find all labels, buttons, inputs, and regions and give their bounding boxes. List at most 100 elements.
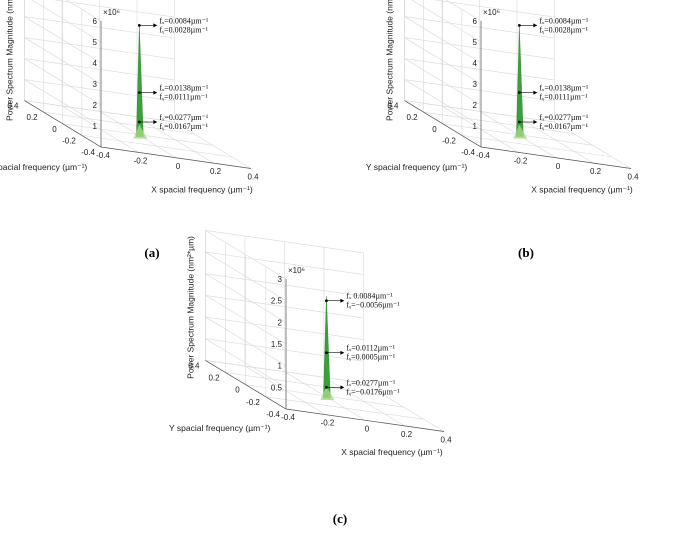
z-tick-label: 2 bbox=[93, 101, 98, 110]
peak-annotation: fₓ=0.0084µm⁻¹fᵧ=0.0028µm⁻¹ bbox=[137, 16, 209, 34]
z-tick-label: 3 bbox=[278, 275, 283, 284]
wall-gridline bbox=[404, 16, 555, 64]
y-tick-label: -0.2 bbox=[442, 136, 456, 145]
annotation-fy: fᵧ=0.0111µm⁻¹ bbox=[159, 93, 208, 102]
wall-gridline bbox=[205, 273, 364, 323]
peak-annotation: fₓ=0.0277µm⁻¹fᵧ=−0.0176µm⁻¹ bbox=[324, 378, 400, 396]
wall-gridline bbox=[404, 79, 555, 127]
peak-base bbox=[513, 124, 528, 139]
y-tick-label: -0.2 bbox=[62, 136, 76, 145]
annotation-fx: fₓ=0.0277µm⁻¹ bbox=[346, 378, 396, 387]
x-axis-label: X spacial frequency (µm⁻¹) bbox=[531, 184, 633, 194]
grid bbox=[205, 230, 445, 432]
wall-gridline bbox=[205, 316, 364, 366]
annotation-arrowhead bbox=[153, 23, 158, 28]
grid bbox=[24, 0, 252, 169]
z-tick-label: 1 bbox=[278, 362, 283, 371]
wall-gridline bbox=[24, 79, 175, 127]
z-exponent-label: ×10⁶ bbox=[103, 8, 120, 17]
x-tick-label: -0.4 bbox=[281, 413, 295, 422]
annotation-fx: fₓ=0.0277µm⁻¹ bbox=[539, 113, 589, 122]
x-tick-label: 0.2 bbox=[401, 430, 413, 439]
wall-gridline bbox=[411, 0, 555, 43]
annotation-fy: fᵧ=−0.0056µm⁻¹ bbox=[346, 301, 400, 310]
z-tick-label: 1 bbox=[473, 122, 478, 131]
x-tick-label: 0.4 bbox=[440, 436, 452, 445]
y-tick-label: 0.2 bbox=[27, 113, 39, 122]
x-tick-label: 0 bbox=[176, 162, 181, 171]
wall-gridline bbox=[205, 338, 364, 388]
z-tick-label: 3 bbox=[93, 80, 98, 89]
wall-gridline bbox=[24, 37, 175, 85]
floor-gridline bbox=[174, 121, 252, 169]
annotation-arrowhead bbox=[340, 298, 345, 303]
y-tick-label: 0.2 bbox=[208, 374, 220, 383]
z-tick-label: 2 bbox=[278, 318, 283, 327]
x-axis-label: X spacial frequency (µm⁻¹) bbox=[341, 447, 443, 457]
z-axis-label: Power Spectrum Magnitude (nm²*µm) bbox=[5, 0, 15, 121]
floor-gridline bbox=[136, 116, 214, 164]
peak-annotation: fₓ=0.0277µm⁻¹fᵧ=0.0167µm⁻¹ bbox=[517, 113, 589, 131]
y-axis-label: Y spacial frequency (µm⁻¹) bbox=[366, 162, 468, 172]
z-tick-label: 0.5 bbox=[271, 383, 283, 392]
surface-peak bbox=[320, 296, 335, 401]
z-tick-label: 6 bbox=[473, 17, 478, 26]
annotation-fx: fₓ 0.0084µm⁻¹ bbox=[346, 292, 393, 301]
x-tick-label: -0.2 bbox=[321, 419, 335, 428]
surface-peak bbox=[133, 25, 148, 139]
peak-spike bbox=[323, 296, 331, 399]
y-tick-label: 0.4 bbox=[188, 361, 200, 370]
y-tick-label: 0 bbox=[52, 125, 57, 134]
z-axis-label: Power Spectrum Magnitude (nm²*µm) bbox=[185, 236, 195, 379]
peak-annotation: fₓ=0.0138µm⁻¹fᵧ=0.0111µm⁻¹ bbox=[137, 84, 209, 102]
x-tick-label: -0.2 bbox=[514, 156, 528, 165]
annotation-fy: fᵧ=−0.0176µm⁻¹ bbox=[346, 387, 400, 396]
x-tick-label: -0.4 bbox=[96, 151, 110, 160]
floor-gridline bbox=[423, 111, 574, 134]
wall-gridline bbox=[404, 37, 555, 85]
floor-gridline bbox=[225, 372, 384, 396]
surface-peak bbox=[513, 25, 528, 139]
z-exponent-label: ×10⁶ bbox=[288, 266, 305, 275]
peak-annotation: fₓ=0.0138µm⁻¹fᵧ=0.0111µm⁻¹ bbox=[517, 84, 589, 102]
x-axis-label: X spacial frequency (µm⁻¹) bbox=[151, 184, 253, 194]
annotation-fx: fₓ=0.0084µm⁻¹ bbox=[539, 16, 589, 25]
floor-gridline bbox=[43, 111, 194, 134]
z-tick-label: 2 bbox=[473, 101, 478, 110]
annotation-fy: fᵧ=0.0028µm⁻¹ bbox=[539, 25, 588, 34]
wall-gridline bbox=[24, 58, 175, 106]
z-exponent-label: ×10⁶ bbox=[483, 8, 500, 17]
annotation-fx: fₓ=0.0138µm⁻¹ bbox=[539, 84, 589, 93]
y-tick-label: 0 bbox=[235, 386, 240, 395]
x-tick-label: 0 bbox=[556, 162, 561, 171]
x-tick-label: 0.2 bbox=[590, 167, 602, 176]
wall-gridline bbox=[65, 0, 102, 22]
floor-gridline bbox=[323, 377, 405, 427]
floor-gridline bbox=[516, 116, 594, 164]
y-tick-label: -0.4 bbox=[461, 148, 475, 157]
x-tick-label: -0.4 bbox=[476, 151, 490, 160]
peak-base bbox=[320, 386, 335, 401]
annotation-fy: fᵧ=0.0005µm⁻¹ bbox=[346, 353, 395, 362]
floor-gridline bbox=[554, 121, 632, 169]
wall-gridline bbox=[31, 0, 175, 43]
y-tick-label: 0.4 bbox=[7, 102, 19, 111]
subplot-c: 0.5 1 1.5 2 2.5 3 ×10⁶ -0.4 -0.2 0 0.2 0.4 0.4 0.2 0 -0… bbox=[169, 230, 452, 526]
annotation-fx: fₓ=0.0138µm⁻¹ bbox=[159, 84, 209, 93]
wall-gridline bbox=[205, 295, 364, 345]
wall-gridline bbox=[205, 230, 364, 280]
y-axis-label: Y spacial frequency (µm⁻¹) bbox=[169, 423, 271, 433]
annotation-arrowhead bbox=[153, 120, 158, 125]
z-tick-label: 4 bbox=[93, 59, 98, 68]
annotation-fx: fₓ=0.0277µm⁻¹ bbox=[159, 113, 209, 122]
z-tick-label: 5 bbox=[93, 38, 98, 47]
subplot-b: 1 2 3 4 5 6 ×10⁶ -0.4 -0.2 0 0.2 0.4 0.4 0.2 0 -0.2 -0.4… bbox=[366, 0, 639, 260]
subplot-caption: (a) bbox=[144, 245, 159, 260]
y-tick-label: 0 bbox=[432, 125, 437, 134]
y-tick-label: 0.2 bbox=[407, 113, 419, 122]
peak-base bbox=[133, 124, 148, 139]
y-tick-label: -0.4 bbox=[81, 148, 95, 157]
z-axis-label: Power Spectrum Magnitude (nm²*µm) bbox=[385, 0, 395, 121]
y-tick-label: -0.4 bbox=[266, 410, 280, 419]
annotation-arrowhead bbox=[533, 90, 538, 95]
